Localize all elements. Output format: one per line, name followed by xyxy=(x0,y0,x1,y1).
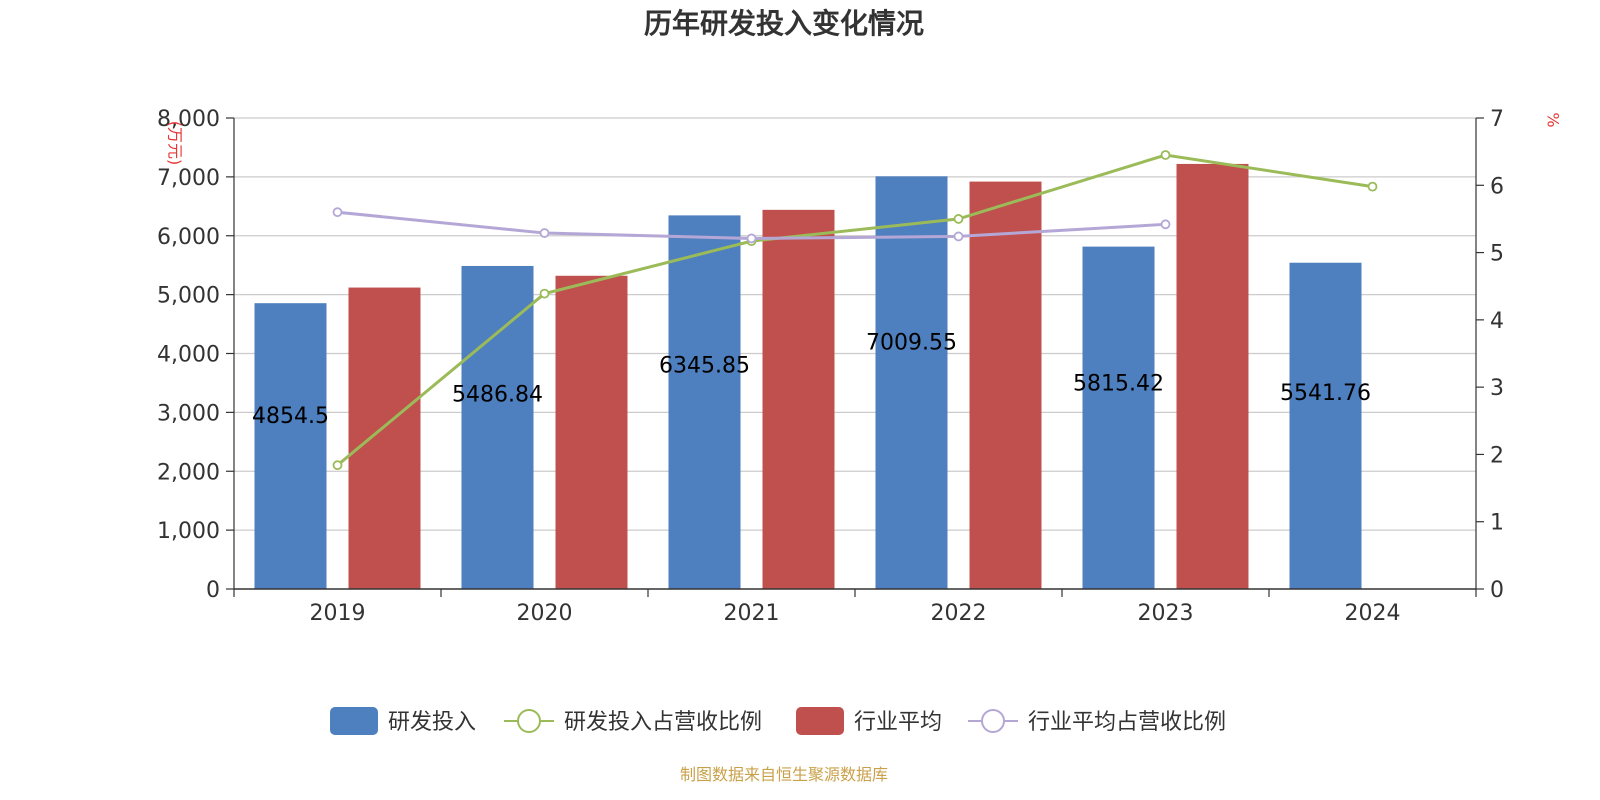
legend-swatch xyxy=(796,707,844,735)
bars xyxy=(254,163,1362,590)
bar-data-label: 5541.76 xyxy=(1280,381,1371,406)
y-right-tick-label: 2 xyxy=(1490,443,1504,468)
line-point xyxy=(953,231,964,242)
line-rd-ratio xyxy=(336,153,1373,467)
x-tick-label: 2024 xyxy=(1345,601,1401,626)
legend-label: 行业平均占营收比例 xyxy=(1028,710,1226,735)
bar-data-label: 4854.5 xyxy=(252,404,329,429)
x-tick-label: 2021 xyxy=(724,601,780,626)
data-labels: 4854.5 5486.84 6345.85 7009.55 5815.42 5541.7… xyxy=(252,331,1371,430)
bar-industry-average xyxy=(348,287,421,589)
legend-swatch-marker xyxy=(517,709,541,733)
y-left-tick-label: 3,000 xyxy=(157,401,220,426)
y-left-tick-label: 8,000 xyxy=(157,107,220,132)
line-point xyxy=(332,207,343,218)
bar-industry-average xyxy=(969,181,1042,589)
axes: 0 1,000 2,000 3,000 4,000 5,000 6,000 7,000 8,00… xyxy=(157,107,1504,626)
bar-rd-investment xyxy=(875,176,948,589)
line-point xyxy=(332,460,343,471)
y-left-unit-label: (万元) xyxy=(166,121,185,166)
bar-rd-investment xyxy=(461,265,534,589)
line-point xyxy=(746,233,757,244)
y-right-tick-label: 1 xyxy=(1490,511,1504,536)
bar-rd-investment xyxy=(668,215,741,590)
legend-swatch-marker xyxy=(981,709,1005,733)
y-right-unit-label: % xyxy=(1544,112,1563,127)
line-point xyxy=(1367,181,1378,192)
ratio-lines xyxy=(332,150,1378,471)
legend-label: 研发投入 xyxy=(388,710,476,735)
x-tick-label: 2019 xyxy=(310,601,366,626)
line-point xyxy=(539,228,550,238)
y-right-tick-label: 7 xyxy=(1490,107,1504,132)
y-left-tick-label: 7,000 xyxy=(157,166,220,191)
y-left-tick-label: 1,000 xyxy=(157,519,220,544)
bar-data-label: 6345.85 xyxy=(659,353,750,378)
legend-label: 研发投入占营收比例 xyxy=(564,710,762,735)
y-left-tick-label: 2,000 xyxy=(157,460,220,485)
line-point xyxy=(1160,150,1171,160)
bar-data-label: 7009.55 xyxy=(866,331,957,356)
bar-data-label: 5815.42 xyxy=(1073,371,1164,396)
y-right-tick-label: 6 xyxy=(1490,174,1504,199)
y-right-tick-label: 5 xyxy=(1490,242,1504,267)
bar-data-label: 5486.84 xyxy=(452,383,543,408)
x-tick-label: 2020 xyxy=(517,601,573,626)
bar-rd-investment xyxy=(1082,246,1155,590)
bar-rd-investment xyxy=(254,303,327,589)
y-left-tick-label: 5,000 xyxy=(157,284,220,309)
y-right-tick-label: 3 xyxy=(1490,376,1504,401)
line-point xyxy=(539,288,550,299)
bar-industry-average xyxy=(1176,163,1249,590)
y-left-tick-label: 6,000 xyxy=(157,225,220,250)
y-left-tick-label: 4,000 xyxy=(157,343,220,368)
bar-industry-average xyxy=(555,275,628,589)
y-right-tick-label: 4 xyxy=(1490,309,1504,334)
legend-swatch xyxy=(330,707,378,735)
y-right-tick-label: 0 xyxy=(1490,578,1504,603)
legend: 研发投入 研发投入占营收比例 行业平均 行业平均占营收比例 xyxy=(330,707,1226,735)
chart-title: 历年研发投入变化情况 xyxy=(644,7,924,40)
source-note: 制图数据来自恒生聚源数据库 xyxy=(680,765,888,784)
line-point xyxy=(1160,219,1171,230)
x-tick-label: 2023 xyxy=(1138,601,1194,626)
bar-industry-average xyxy=(762,209,835,589)
bar-rd-investment xyxy=(1289,262,1362,589)
y-left-tick-label: 0 xyxy=(206,578,220,603)
legend-label: 行业平均 xyxy=(854,710,942,735)
gridlines xyxy=(234,117,1476,531)
line-point xyxy=(953,214,964,224)
x-tick-label: 2022 xyxy=(931,601,987,626)
